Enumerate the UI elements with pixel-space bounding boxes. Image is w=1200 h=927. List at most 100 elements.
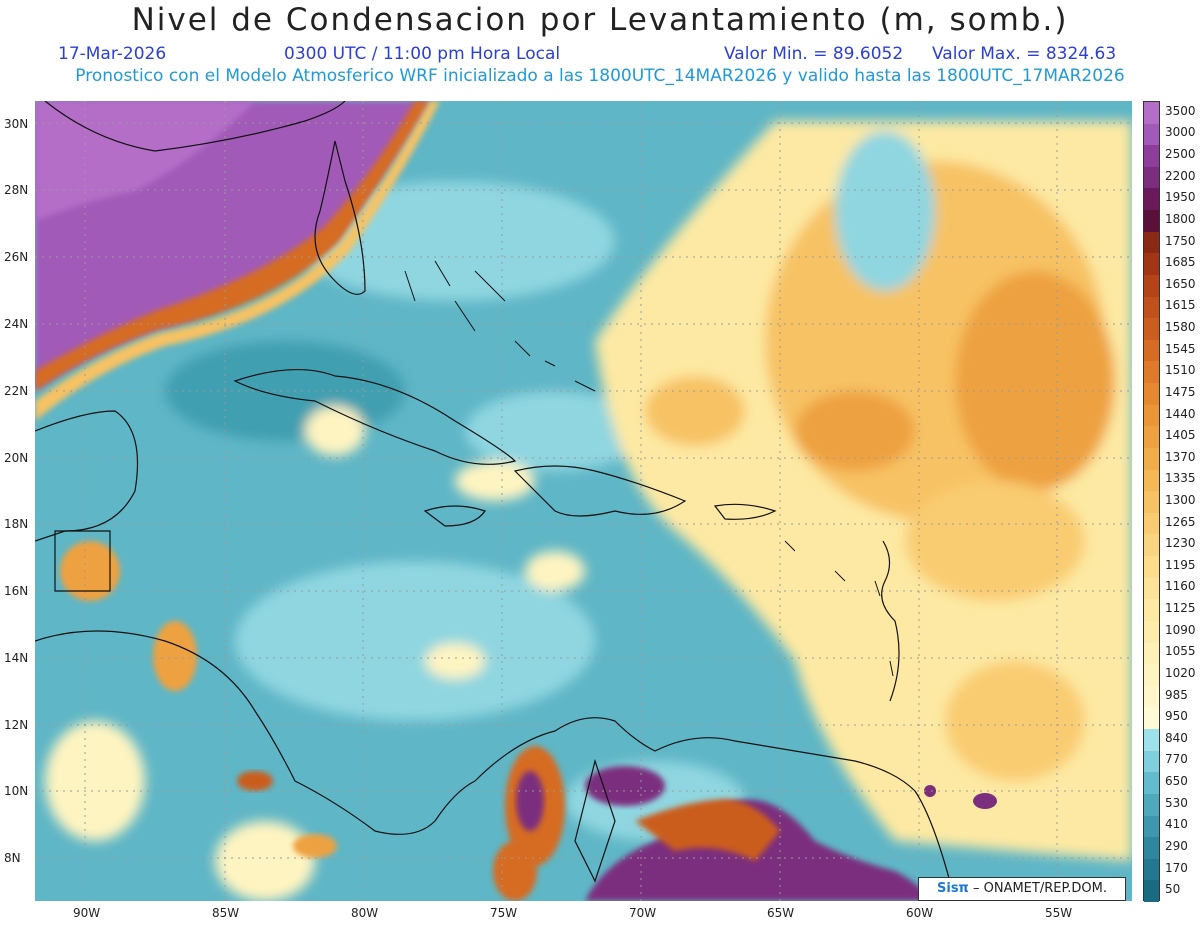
colorbar-segment — [1144, 793, 1159, 816]
lat-label: 8N — [4, 851, 21, 865]
lat-label: 28N — [4, 183, 29, 197]
colorbar-segment — [1144, 837, 1159, 860]
colorbar-segment — [1144, 145, 1159, 168]
colorbar-segment — [1144, 426, 1159, 449]
colorbar-label: 1580 — [1165, 320, 1196, 335]
colorbar-segment — [1144, 620, 1159, 644]
colorbar-segment — [1144, 880, 1159, 903]
credit-text: – ONAMET/REP.DOM. — [968, 881, 1107, 896]
lat-label: 20N — [4, 451, 29, 465]
map-title: Nivel de Condensacion por Levantamiento … — [131, 2, 1069, 38]
colorbar-label: 1230 — [1165, 536, 1196, 551]
min-value: Valor Min. = 89.6052 — [724, 44, 904, 64]
colorbar-segment — [1144, 469, 1159, 492]
colorbar-segment — [1144, 685, 1159, 708]
colorbar-segment — [1144, 123, 1159, 146]
colorbar-segment — [1144, 729, 1159, 752]
model-info: Pronostico con el Modelo Atmosferico WRF… — [75, 66, 1125, 86]
colorbar-segment — [1144, 664, 1159, 687]
colorbar-label: 1195 — [1165, 557, 1196, 572]
colorbar-label: 3000 — [1165, 125, 1196, 140]
lon-label: 75W — [490, 906, 518, 920]
lon-label: 60W — [906, 906, 934, 920]
colorbar-label: 1265 — [1165, 514, 1196, 529]
colorbar-segment — [1144, 210, 1159, 233]
colorbar-label: 2500 — [1165, 147, 1196, 162]
colorbar-label: 3500 — [1165, 103, 1196, 118]
colorbar-segment — [1144, 102, 1159, 125]
colorbar-label: 1800 — [1165, 211, 1196, 226]
colorbar-segment — [1144, 166, 1159, 189]
colorbar-label: 50 — [1165, 882, 1181, 897]
forecast-time: 0300 UTC / 11:00 pm Hora Local — [284, 44, 561, 64]
colorbar-segment — [1144, 383, 1159, 406]
colorbar-segment — [1144, 339, 1159, 362]
coastlines — [35, 101, 956, 901]
colorbar-label: 840 — [1165, 730, 1188, 745]
colorbar-segment — [1144, 253, 1159, 276]
lat-label: 22N — [4, 384, 29, 398]
colorbar-segment — [1144, 577, 1159, 600]
map-grid — [35, 101, 1132, 901]
colorbar-label: 1510 — [1165, 363, 1196, 378]
colorbar-label: 1020 — [1165, 665, 1196, 680]
colorbar-label: 985 — [1165, 687, 1188, 702]
colorbar-segment — [1144, 534, 1159, 557]
colorbar-segment — [1144, 318, 1159, 341]
weather-map — [35, 101, 1132, 901]
colorbar-label: 410 — [1165, 817, 1188, 832]
colorbar-label: 1475 — [1165, 384, 1196, 399]
colorbar-label: 530 — [1165, 795, 1188, 810]
colorbar-segment — [1144, 404, 1159, 427]
colorbar-label: 1685 — [1165, 255, 1196, 270]
lon-label: 70W — [629, 906, 657, 920]
colorbar-segment — [1144, 188, 1159, 211]
lat-label: 12N — [4, 718, 29, 732]
colorbar-label: 1545 — [1165, 341, 1196, 356]
colorbar-label: 1300 — [1165, 493, 1196, 507]
colorbar-label: 1335 — [1165, 471, 1196, 486]
colorbar-label: 950 — [1165, 709, 1188, 724]
lat-label: 30N — [4, 117, 29, 131]
colorbar-label: 1055 — [1165, 644, 1196, 659]
colorbar-segment — [1144, 512, 1159, 535]
colorbar-label: 1750 — [1165, 233, 1196, 248]
colorbar-segment — [1144, 858, 1159, 881]
colorbar-segment — [1144, 274, 1159, 298]
lon-label: 65W — [767, 906, 795, 920]
lon-label: 85W — [212, 906, 240, 920]
lon-label: 80W — [351, 906, 379, 920]
colorbar-label: 650 — [1165, 774, 1188, 789]
credit-box: Sisπ – ONAMET/REP.DOM. — [918, 877, 1126, 901]
lat-label: 24N — [4, 317, 29, 331]
lat-label: 10N — [4, 784, 29, 798]
colorbar-segment — [1144, 815, 1159, 838]
lon-label: 90W — [73, 906, 101, 920]
colorbar-label: 1650 — [1165, 276, 1196, 291]
colorbar-segment — [1144, 231, 1159, 254]
colorbar-segment — [1144, 556, 1159, 579]
colorbar-label: 1090 — [1165, 622, 1196, 637]
colorbar-segment — [1144, 491, 1159, 514]
max-value: Valor Max. = 8324.63 — [932, 44, 1117, 64]
colorbar-segment — [1144, 361, 1159, 384]
colorbar-segment — [1144, 772, 1159, 795]
lon-label: 55W — [1045, 906, 1073, 920]
colorbar-label: 1370 — [1165, 449, 1196, 464]
colorbar-segment — [1144, 750, 1159, 773]
colorbar-label: 770 — [1165, 752, 1188, 767]
lat-label: 16N — [4, 584, 29, 598]
colorbar-segment — [1144, 447, 1159, 471]
colorbar-segment — [1144, 642, 1159, 665]
colorbar-label: 170 — [1165, 860, 1188, 875]
colorbar-label: 1615 — [1165, 298, 1196, 313]
lat-label: 18N — [4, 517, 29, 531]
colorbar — [1143, 101, 1160, 903]
colorbar-label: 1125 — [1165, 601, 1196, 616]
colorbar-label: 1160 — [1165, 579, 1196, 594]
colorbar-segment — [1144, 296, 1159, 319]
credit-brand: Sisπ — [937, 881, 969, 896]
colorbar-label: 2200 — [1165, 168, 1196, 183]
lat-label: 26N — [4, 250, 29, 264]
colorbar-segment — [1144, 599, 1159, 622]
